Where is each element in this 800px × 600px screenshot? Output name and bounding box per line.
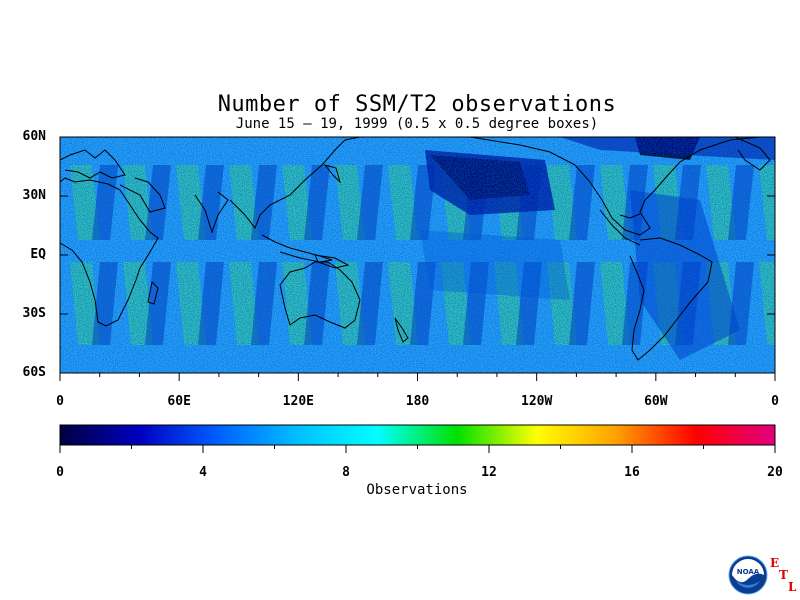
etl-letter-t: T [779, 568, 788, 582]
noaa-seal-icon: NOAA [728, 555, 768, 595]
map-title: Number of SSM/T2 observations [217, 92, 617, 117]
colorbar-tick-label: 16 [624, 465, 640, 480]
asia-coast [229, 137, 361, 230]
longitude-label: 60W [644, 394, 668, 409]
longitude-label: 180 [405, 394, 430, 409]
caribbean-coast [619, 213, 641, 219]
map-subtitle: June 15 – 19, 1999 (0.5 x 0.5 degree box… [235, 116, 599, 132]
greenland-coast [734, 137, 771, 171]
colorbar-tick-label: 4 [199, 465, 207, 480]
india-coast [194, 191, 229, 234]
longitude-label: 0 [771, 394, 779, 409]
etl-letter-l: L [788, 580, 797, 594]
colorbar-label: Observations [366, 482, 468, 498]
longitude-label: 120E [282, 394, 314, 409]
colorbar-ticks [59, 445, 776, 453]
arabia-coast [119, 177, 166, 213]
coastlines [60, 137, 771, 361]
etl-letter-e: E [770, 556, 780, 570]
colorbar-tick-label: 0 [56, 465, 64, 480]
new-zealand-coast [394, 317, 409, 343]
colorbar-tick-label: 20 [767, 465, 783, 480]
north-america-coast [469, 137, 761, 236]
madagascar-coast [147, 280, 159, 305]
colorbar-tick-label: 8 [342, 465, 350, 480]
swath-band-low [781, 262, 800, 345]
australia-coast [279, 261, 361, 329]
swath-band-low [781, 165, 800, 240]
latitude-label: 60N [22, 129, 46, 144]
longitude-label: 120W [521, 394, 553, 409]
noaa-logo: NOAA [728, 555, 768, 595]
latitude-label: 30S [22, 306, 46, 321]
latitude-ticks [60, 136, 775, 374]
longitude-ticks [59, 373, 776, 381]
new-guinea-coast [314, 254, 350, 269]
latitude-label: EQ [30, 247, 46, 262]
colorbar [59, 424, 776, 446]
svg-text:NOAA: NOAA [737, 568, 760, 576]
africa-coast [60, 177, 159, 327]
central-america-coast [599, 209, 641, 246]
longitude-label: 60E [167, 394, 191, 409]
map-area [60, 137, 800, 373]
japan-coast [323, 164, 342, 184]
map-noise-light [60, 137, 775, 373]
colorbar-tick-label: 12 [481, 465, 497, 480]
europe-coast [60, 149, 126, 179]
latitude-label: 60S [22, 365, 46, 380]
latitude-label: 30N [22, 188, 46, 203]
longitude-label: 0 [56, 394, 64, 409]
south-america-coast [629, 237, 713, 361]
